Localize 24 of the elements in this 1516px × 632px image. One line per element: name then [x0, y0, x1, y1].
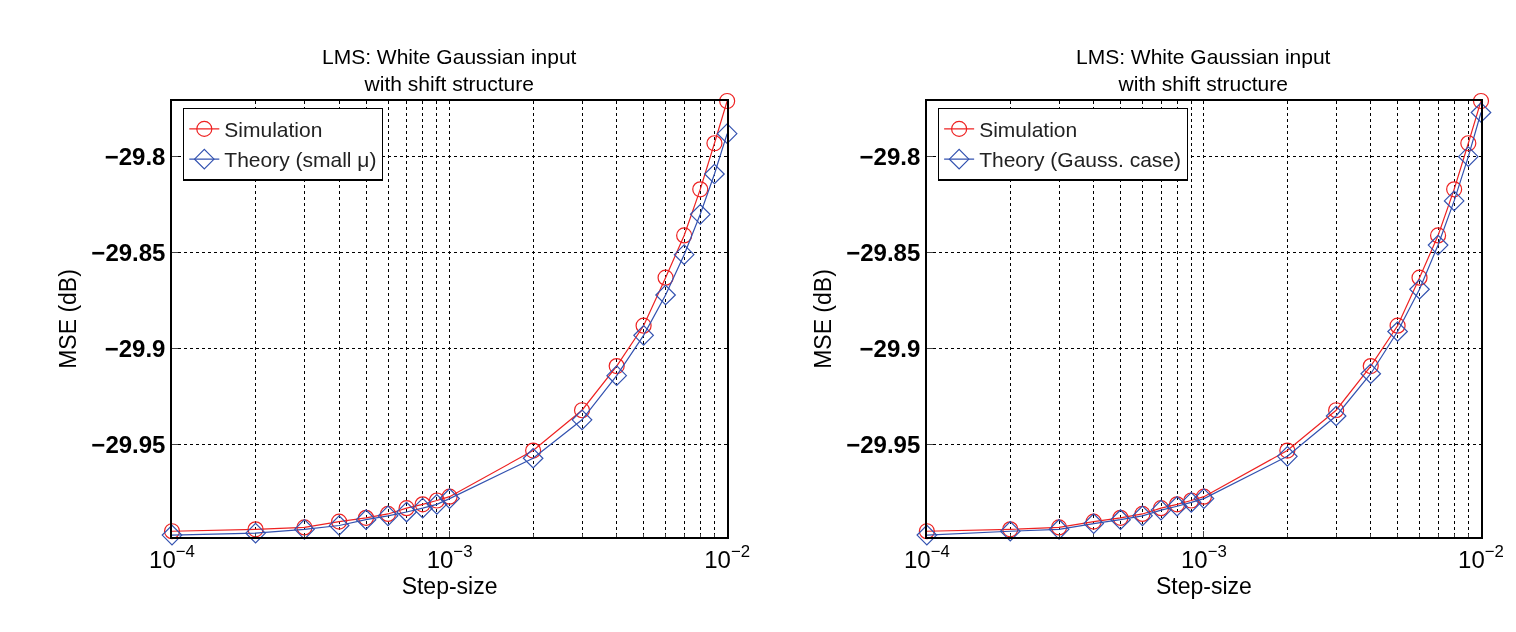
x-tick-label: 10$^{−3}$ [1181, 542, 1227, 573]
x-tick-label: 10$^{−4}$ [903, 542, 950, 573]
y-tick-label: −29.8 [104, 143, 166, 171]
legend-label: Theory (Gauss. case) [979, 148, 1182, 172]
x-tick-label: 10$^{−2}$ [1458, 542, 1504, 573]
legend-label: Simulation [224, 118, 323, 142]
y-tick-label: −29.9 [859, 335, 921, 363]
y-tick-label: −29.95 [846, 431, 921, 459]
y-tick-label: −29.85 [91, 239, 166, 267]
chart-title: LMS: White Gaussian input with shift structure [322, 45, 577, 96]
legend-label: Theory (small μ) [224, 148, 377, 172]
x-tick-label: 10$^{−2}$ [704, 542, 751, 573]
x-axis-title: Step-size [1155, 572, 1252, 599]
legend-label: Simulation [979, 118, 1078, 142]
y-tick-label: −29.8 [859, 143, 921, 171]
chart-title: LMS: White Gaussian input with shift structure [1076, 45, 1331, 96]
y-axis-title: MSE (dB) [55, 269, 82, 369]
y-axis-title: MSE (dB) [810, 269, 837, 369]
x-axis-title: Step-size [401, 572, 498, 599]
y-tick-label: −29.85 [846, 239, 921, 267]
y-tick-label: −29.95 [91, 431, 166, 459]
x-tick-label: 10$^{−3}$ [426, 542, 473, 573]
x-tick-label: 10$^{−4}$ [149, 542, 195, 573]
y-tick-label: −29.9 [104, 335, 166, 363]
